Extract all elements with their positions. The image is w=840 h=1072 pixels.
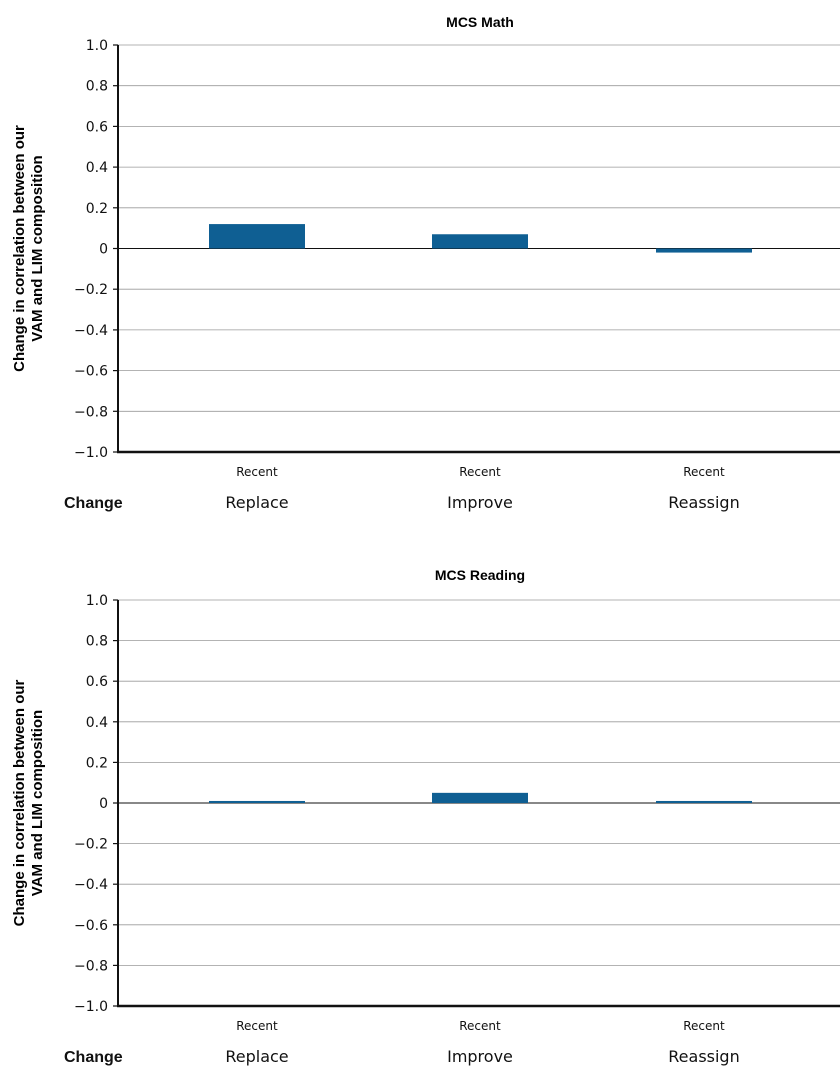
y-tick-label: 0.4 xyxy=(86,715,108,731)
y-tick-label: 0.6 xyxy=(86,674,108,690)
y-tick-label: −0.6 xyxy=(74,364,108,380)
y-tick-label: 1.0 xyxy=(86,593,108,609)
chart-title: MCS Math xyxy=(446,14,514,30)
x-category-label: Replace xyxy=(225,493,288,512)
bar-replace xyxy=(209,224,305,249)
y-tick-label: 0.8 xyxy=(86,634,108,650)
y-tick-label: −1.0 xyxy=(74,445,108,461)
bar-improve xyxy=(432,792,528,803)
x-category-label: Improve xyxy=(447,1047,513,1066)
y-tick-label: 0.6 xyxy=(86,119,108,135)
y-tick-label: −0.4 xyxy=(74,877,108,893)
bar-replace xyxy=(209,800,305,803)
y-tick-label: 0.2 xyxy=(86,201,108,217)
y-tick-label: 1.0 xyxy=(86,38,108,54)
y-axis-label: Change in correlation between ourVAM and… xyxy=(11,125,46,372)
bar-reassign xyxy=(656,248,752,253)
x-subcategory-label: Recent xyxy=(683,1019,725,1033)
x-subcategory-label: Recent xyxy=(459,465,501,479)
x-category-label: Improve xyxy=(447,493,513,512)
y-axis-label-line: Change in correlation between our xyxy=(11,125,28,372)
y-tick-label: −0.6 xyxy=(74,918,108,934)
y-tick-label: −0.8 xyxy=(74,958,108,974)
row-label: Change xyxy=(64,495,123,512)
bar-reassign xyxy=(656,800,752,803)
x-category-label: Replace xyxy=(225,1047,288,1066)
x-subcategory-label: Recent xyxy=(236,1019,278,1033)
y-tick-label: −1.0 xyxy=(74,999,108,1015)
y-axis-label-line: VAM and LIM composition xyxy=(29,710,46,896)
y-tick-label: −0.4 xyxy=(74,323,108,339)
y-axis-label-line: VAM and LIM composition xyxy=(29,155,46,341)
chart-title: MCS Reading xyxy=(435,567,525,583)
x-subcategory-label: Recent xyxy=(459,1019,501,1033)
y-tick-label: 0 xyxy=(99,242,108,258)
y-tick-label: −0.2 xyxy=(74,282,108,298)
y-axis-label-line: Change in correlation between our xyxy=(11,679,28,926)
y-tick-label: 0.4 xyxy=(86,160,108,176)
y-tick-label: 0.2 xyxy=(86,755,108,771)
x-category-label: Reassign xyxy=(668,1047,739,1066)
x-subcategory-label: Recent xyxy=(683,465,725,479)
y-tick-label: −0.8 xyxy=(74,404,108,420)
y-tick-label: −0.2 xyxy=(74,837,108,853)
x-subcategory-label: Recent xyxy=(236,465,278,479)
x-category-label: Reassign xyxy=(668,493,739,512)
y-tick-label: 0 xyxy=(99,796,108,812)
y-tick-label: 0.8 xyxy=(86,79,108,95)
row-label: Change xyxy=(64,1049,123,1066)
bar-improve xyxy=(432,234,528,249)
y-axis-label: Change in correlation between ourVAM and… xyxy=(11,679,46,926)
